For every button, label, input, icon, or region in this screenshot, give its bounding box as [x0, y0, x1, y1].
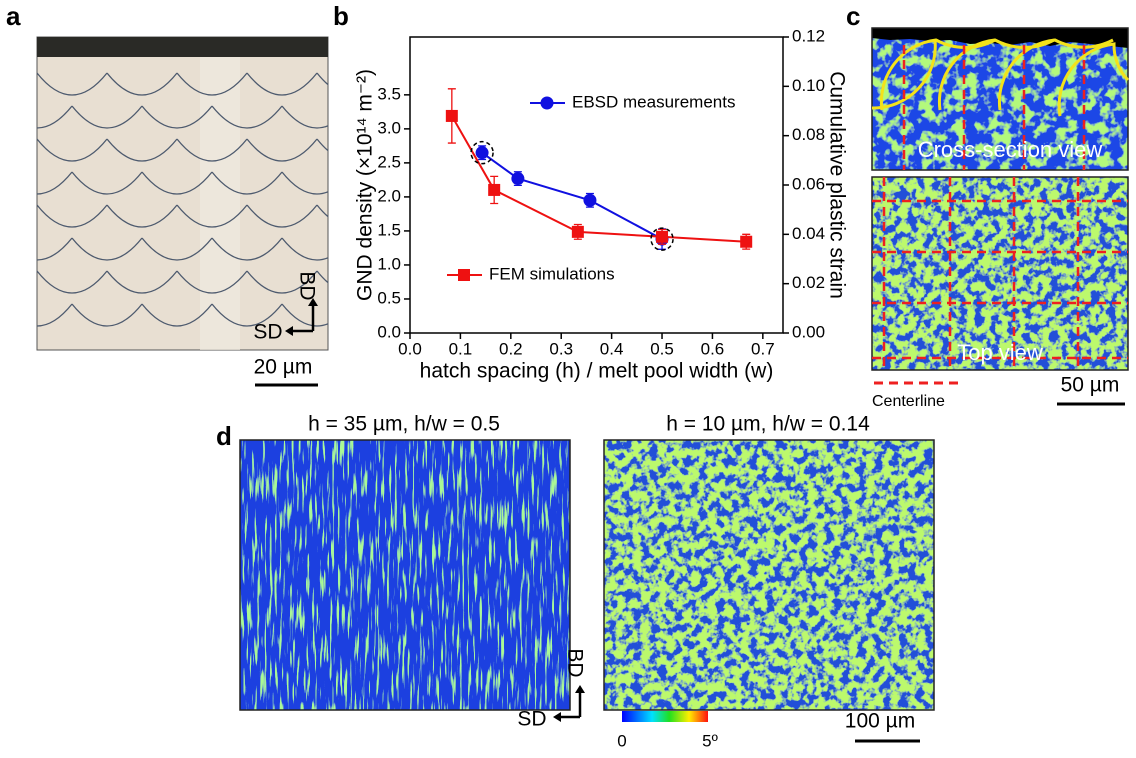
y2-tick-label: 0.04 [792, 224, 825, 243]
x-tick-label: 0.4 [600, 339, 624, 358]
cross-section-map [871, 27, 1130, 171]
bd-label: BD [563, 648, 586, 677]
scale-bar-label: 20 µm [254, 356, 313, 379]
data-point [583, 193, 597, 207]
highlight-ring [470, 140, 494, 165]
ebsd-map-left [239, 439, 571, 711]
y-tick-label: 0.5 [377, 288, 401, 307]
chart: 0.0 0.1 0.2 0.3 0.4 0.5 0.6 0.7 0.0 0.5 1.0 1.5 2.0 2… [354, 26, 849, 382]
x-tick-label: 0.7 [751, 339, 775, 358]
arrow-heads [553, 685, 585, 722]
data-point [475, 146, 489, 160]
x-tick-label: 0.5 [650, 339, 674, 358]
series-line [450, 115, 747, 243]
legend-marker [458, 269, 470, 281]
y2-tick-label: 0.12 [792, 26, 825, 45]
scale-bar-label: 100 µm [845, 710, 915, 733]
view-label: Top view [957, 340, 1043, 365]
view-label: Cross-section view [918, 137, 1103, 162]
ebsd-map-right [603, 439, 935, 711]
sd-label: SD [517, 708, 546, 731]
y-tick-label: 2.5 [377, 152, 401, 171]
legend-label: FEM simulations [489, 264, 615, 283]
y2-tick-label: 0.10 [792, 76, 825, 95]
panel-label: c [846, 1, 860, 31]
axis-arrows [290, 303, 315, 333]
data-point [488, 183, 501, 196]
x-tick-label: 0.2 [499, 339, 523, 358]
y2-tick-label: 0.02 [792, 273, 825, 292]
centerline-label: Centerline [872, 393, 945, 410]
bd-label: BD [295, 271, 318, 300]
highlight-ring [650, 227, 674, 251]
x-tick-label: 0.6 [701, 339, 725, 358]
y-tick-label: 1.0 [377, 254, 401, 273]
y-tick-label: 2.0 [377, 186, 401, 205]
y2-axis-label: Cumulative plastic strain [825, 71, 848, 299]
panel-label: d [216, 421, 232, 451]
map-title: h = 35 µm, h/w = 0.5 [308, 413, 500, 436]
legend-label: EBSD measurements [572, 92, 735, 111]
legend-marker [540, 96, 554, 110]
scale-bar-label: 50 µm [1061, 374, 1120, 397]
x-axis-label: hatch spacing (h) / melt pool width (w) [420, 360, 774, 383]
y2-tick-label: 0.00 [792, 322, 825, 341]
series-line [481, 151, 663, 240]
y2-tick-label: 0.06 [792, 174, 825, 193]
micrograph-a [36, 36, 329, 351]
y-tick-label: 3.0 [377, 118, 401, 137]
panel-label: b [333, 1, 349, 31]
data-point [740, 235, 753, 248]
x-tick-label: 0.1 [449, 339, 473, 358]
colorbar [622, 711, 708, 722]
x-tick-label: 0.0 [398, 339, 422, 358]
data-point [571, 225, 584, 238]
y-tick-label: 0.0 [377, 322, 401, 341]
axis-arrows [558, 690, 582, 719]
panel-label: a [6, 1, 21, 31]
plot-frame [409, 36, 784, 334]
map-title: h = 10 µm, h/w = 0.14 [666, 413, 870, 436]
x-tick-label: 0.3 [549, 339, 573, 358]
data-point [511, 172, 525, 186]
y-tick-label: 3.5 [377, 84, 401, 103]
data-point [656, 230, 669, 243]
arrow-heads [285, 298, 318, 336]
top-view-map [871, 176, 1129, 371]
y-axis-label: GND density (×10¹⁴ m⁻²) [354, 69, 377, 301]
colorbar-min: 0 [617, 731, 626, 750]
sd-label: SD [253, 321, 282, 344]
data-point [445, 109, 458, 122]
colorbar-max: 5º [702, 731, 718, 750]
y-tick-label: 1.5 [377, 220, 401, 239]
y2-tick-label: 0.08 [792, 125, 825, 144]
